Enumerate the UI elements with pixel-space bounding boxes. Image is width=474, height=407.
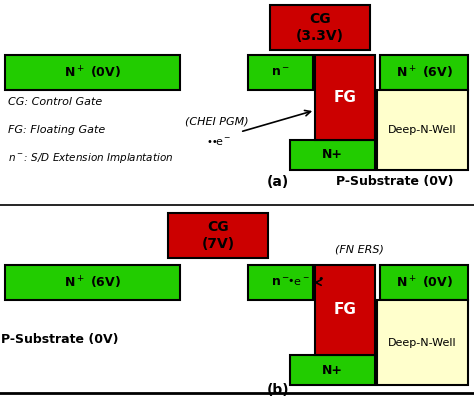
Text: N$^+$ (6V): N$^+$ (6V) — [64, 274, 121, 291]
Bar — [290, 355, 375, 385]
Text: (a): (a) — [267, 175, 289, 189]
Text: N+: N+ — [322, 149, 343, 162]
Text: e$^-$: e$^-$ — [215, 136, 231, 148]
Text: Deep-N-Well: Deep-N-Well — [388, 337, 457, 348]
Bar — [248, 55, 313, 90]
Text: FG: FG — [334, 90, 356, 105]
Text: N$^+$ (6V): N$^+$ (6V) — [396, 64, 452, 81]
Bar — [5, 265, 180, 300]
Text: CG
(7V): CG (7V) — [201, 221, 235, 251]
Text: (CHEI PGM): (CHEI PGM) — [185, 117, 249, 127]
Text: Deep-N-Well: Deep-N-Well — [388, 125, 457, 135]
Text: ••: •• — [207, 137, 219, 147]
Text: (FN ERS): (FN ERS) — [335, 245, 384, 255]
Bar — [315, 55, 375, 140]
Text: CG
(3.3V): CG (3.3V) — [296, 12, 344, 43]
Text: •e$^-$: •e$^-$ — [287, 277, 310, 288]
Text: FG: FG — [334, 302, 356, 317]
Bar — [270, 5, 370, 50]
Text: n$^-$: n$^-$ — [271, 66, 290, 79]
Text: n$^-$: n$^-$ — [271, 276, 290, 289]
Bar — [380, 265, 468, 300]
Text: CG: Control Gate: CG: Control Gate — [8, 97, 102, 107]
Bar — [5, 55, 180, 90]
Bar — [315, 265, 375, 355]
Text: •: • — [317, 274, 323, 284]
Text: n$^-$: S/D Extension Implantation: n$^-$: S/D Extension Implantation — [8, 151, 173, 165]
Bar — [377, 90, 468, 170]
Bar — [377, 300, 468, 385]
Bar — [290, 140, 375, 170]
Text: P-Substrate (0V): P-Substrate (0V) — [1, 333, 119, 346]
Text: P-Substrate (0V): P-Substrate (0V) — [336, 175, 454, 188]
Bar — [380, 55, 468, 90]
Text: N$^+$ (0V): N$^+$ (0V) — [64, 64, 121, 81]
Bar — [168, 213, 268, 258]
Bar — [248, 265, 313, 300]
Text: (b): (b) — [267, 383, 289, 397]
Text: FG: Floating Gate: FG: Floating Gate — [8, 125, 105, 135]
Text: N$^+$ (0V): N$^+$ (0V) — [396, 274, 452, 291]
Text: N+: N+ — [322, 363, 343, 376]
